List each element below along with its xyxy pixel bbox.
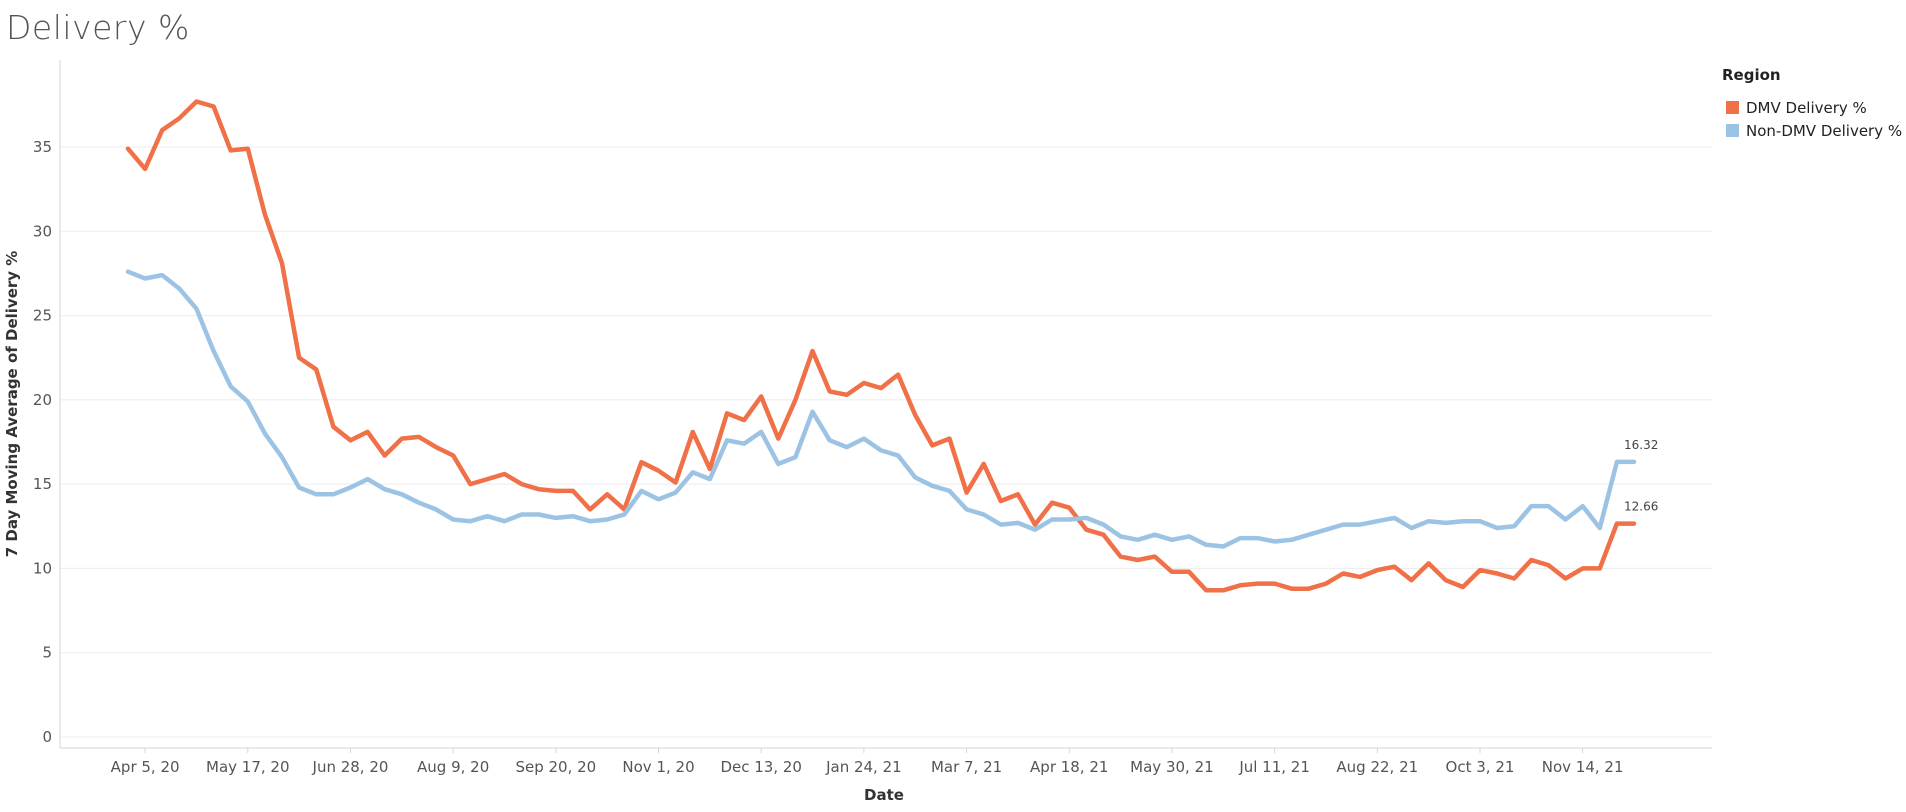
x-tick-label: Sep 20, 20	[515, 758, 596, 776]
tick-labels: 0 5 10 15 20 25 30 35 Apr 5, 20 May 17, 20 Jun 28,…	[33, 138, 1658, 776]
legend-label-non-dmv: Non-DMV Delivery %	[1746, 121, 1903, 140]
legend-title: Region	[1722, 66, 1781, 84]
x-tick-label: Dec 13, 20	[720, 758, 802, 776]
y-tick-label: 15	[33, 475, 52, 493]
x-axis-title: Date	[864, 786, 904, 804]
axes	[59, 60, 1712, 753]
x-tick-label: Mar 7, 21	[931, 758, 1002, 776]
series-line-dmv[interactable]	[125, 99, 1637, 593]
x-tick-label: May 17, 20	[206, 758, 290, 776]
x-tick-label: Aug 9, 20	[417, 758, 489, 776]
y-axis-title: 7 Day Moving Average of Delivery %	[3, 251, 21, 558]
x-tick-label: Jan 24, 21	[825, 758, 902, 776]
x-tick-label: Jul 11, 21	[1238, 758, 1310, 776]
y-tick-label: 5	[42, 644, 52, 662]
y-tick-label: 25	[33, 307, 52, 325]
y-tick-label: 35	[33, 138, 52, 156]
x-tick-label: Aug 22, 21	[1336, 758, 1418, 776]
x-tick-label: Nov 1, 20	[622, 758, 694, 776]
legend-item-dmv[interactable]: DMV Delivery %	[1722, 96, 1902, 119]
x-tick-label: Apr 5, 20	[111, 758, 180, 776]
x-tick-label: Nov 14, 21	[1542, 758, 1624, 776]
legend-swatch-non-dmv	[1726, 124, 1739, 137]
x-tick-label: May 30, 21	[1130, 758, 1214, 776]
chart-title: Delivery %	[6, 8, 190, 47]
x-tick-label: Apr 18, 21	[1030, 758, 1108, 776]
gridlines	[60, 146, 1712, 738]
legend-label-dmv: DMV Delivery %	[1746, 98, 1867, 117]
end-value-label-non-dmv: 16.32	[1624, 438, 1658, 452]
series-lines	[125, 99, 1637, 593]
series-line-non-dmv[interactable]	[125, 269, 1637, 549]
x-tick-label: Jun 28, 20	[312, 758, 389, 776]
y-tick-label: 0	[42, 728, 52, 746]
y-tick-label: 30	[33, 222, 52, 240]
legend-swatch-dmv	[1726, 101, 1739, 114]
y-tick-label: 10	[33, 559, 52, 577]
legend: Region DMV Delivery % Non-DMV Delivery %	[1722, 66, 1902, 142]
legend-item-non-dmv[interactable]: Non-DMV Delivery %	[1722, 119, 1902, 142]
x-tick-label: Oct 3, 21	[1446, 758, 1515, 776]
y-tick-label: 20	[33, 391, 52, 409]
end-value-label-dmv: 12.66	[1624, 500, 1658, 514]
